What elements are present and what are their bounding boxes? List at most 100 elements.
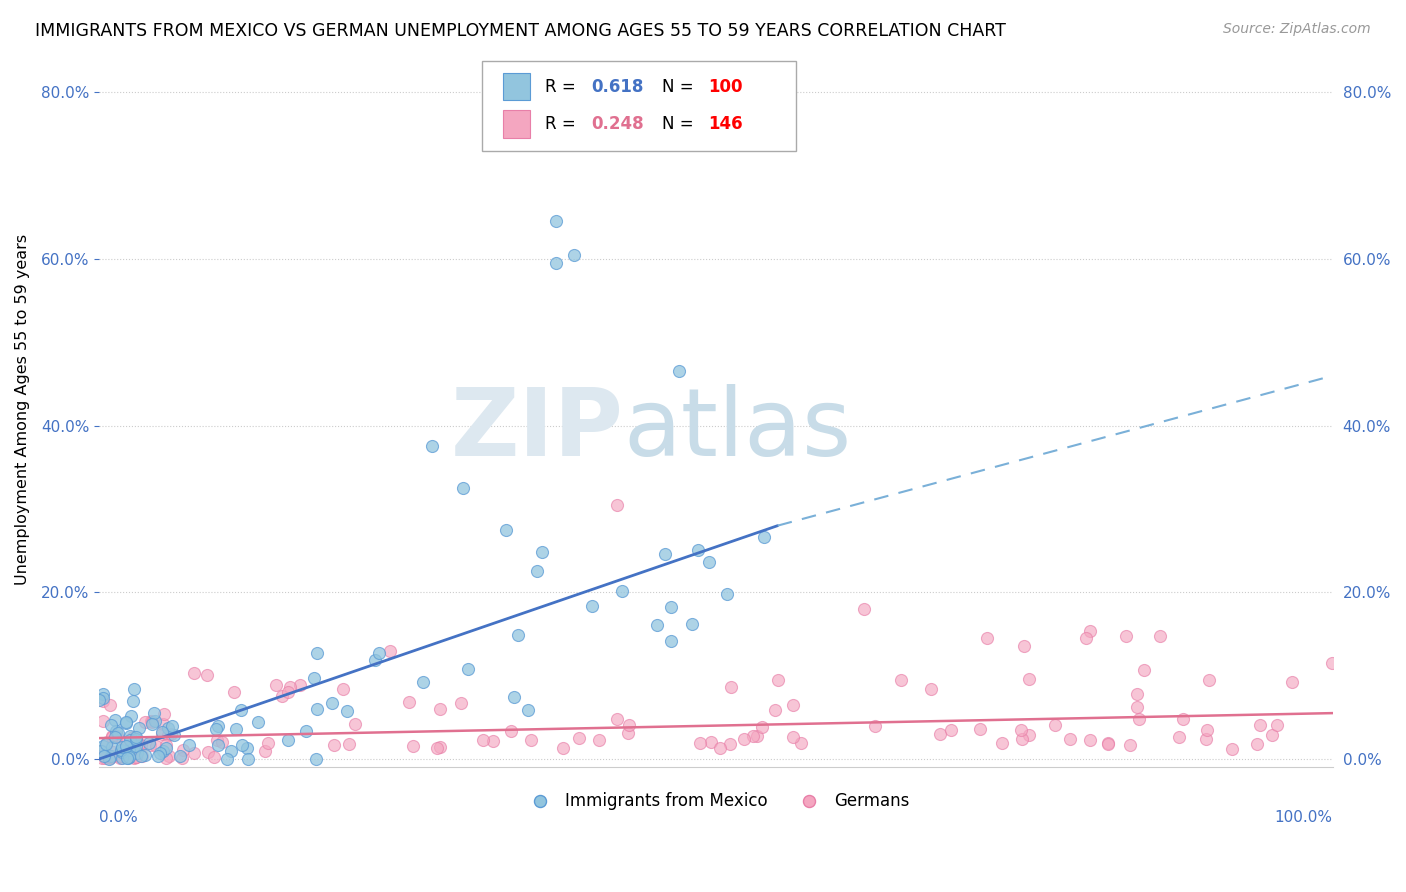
Point [495, 523, 517, 537]
Point [716, 587, 738, 601]
Point [697, 555, 720, 569]
Point [105, 723, 128, 738]
Point [745, 729, 768, 743]
Point [138, 736, 160, 750]
Point [98, 751, 121, 765]
Point [207, 719, 229, 733]
Point [751, 720, 773, 734]
Point [332, 681, 354, 696]
Point [763, 703, 786, 717]
Point [163, 728, 186, 742]
Point [117, 751, 139, 765]
Point [142, 706, 165, 721]
Text: IMMIGRANTS FROM MEXICO VS GERMAN UNEMPLOYMENT AMONG AGES 55 TO 59 YEARS CORRELAT: IMMIGRANTS FROM MEXICO VS GERMAN UNEMPLO… [35, 22, 1007, 40]
Point [688, 543, 710, 558]
Point [145, 714, 167, 728]
Point [681, 616, 703, 631]
Point [305, 752, 328, 766]
Point [645, 617, 668, 632]
Point [118, 743, 141, 757]
Point [457, 662, 479, 676]
Point [659, 633, 682, 648]
Point [101, 739, 124, 754]
Point [264, 678, 287, 692]
Point [104, 730, 127, 744]
Point [129, 738, 152, 752]
Point [302, 671, 325, 685]
Point [111, 744, 134, 758]
Point [277, 733, 299, 747]
Point [654, 548, 676, 562]
Point [482, 734, 505, 748]
Point [939, 723, 962, 738]
Point [94, 751, 117, 765]
Point [170, 751, 193, 765]
Point [101, 745, 124, 759]
Point [100, 748, 122, 763]
Point [120, 729, 142, 743]
Point [322, 738, 344, 752]
Point [128, 737, 150, 751]
Point [426, 741, 449, 756]
Point [606, 713, 628, 727]
Point [205, 733, 228, 747]
Point [920, 681, 942, 696]
Point [205, 722, 228, 736]
Point [183, 665, 205, 680]
Point [125, 730, 148, 744]
Point [1197, 723, 1219, 737]
Point [93, 714, 115, 728]
Point [863, 719, 886, 733]
Text: R =: R = [544, 78, 581, 96]
Text: N =: N = [662, 78, 699, 96]
Point [139, 714, 162, 729]
FancyBboxPatch shape [503, 73, 530, 101]
Point [91, 739, 114, 753]
Point [115, 739, 138, 753]
Point [121, 693, 143, 707]
Point [890, 673, 912, 687]
Point [526, 565, 548, 579]
Point [108, 751, 131, 765]
Point [90, 744, 112, 758]
Point [271, 689, 294, 703]
Point [551, 740, 574, 755]
Point [156, 721, 179, 735]
Point [91, 687, 114, 701]
Point [257, 735, 280, 749]
Point [277, 685, 299, 699]
Point [278, 680, 301, 694]
Point [1320, 657, 1343, 671]
Point [125, 750, 148, 764]
Point [100, 718, 122, 732]
Point [122, 682, 145, 697]
Point [108, 749, 131, 764]
Point [790, 736, 813, 750]
Point [121, 730, 143, 744]
Point [211, 735, 233, 749]
Point [127, 739, 149, 753]
Point [110, 746, 132, 760]
Point [111, 745, 134, 759]
Point [91, 694, 114, 708]
Text: 100.0%: 100.0% [1275, 810, 1333, 825]
Point [93, 749, 115, 764]
Text: 0.0%: 0.0% [100, 810, 138, 825]
Legend: Immigrants from Mexico, Germans: Immigrants from Mexico, Germans [516, 785, 915, 816]
Point [610, 584, 633, 599]
Point [152, 717, 174, 731]
Point [336, 704, 359, 718]
Point [155, 751, 177, 765]
Point [127, 747, 149, 761]
Point [111, 749, 134, 764]
Point [231, 703, 253, 717]
Point [149, 747, 172, 761]
Point [741, 729, 763, 743]
Point [110, 743, 132, 757]
Point [516, 703, 538, 717]
Point [339, 738, 361, 752]
Point [402, 739, 425, 753]
Point [98, 752, 121, 766]
Point [122, 739, 145, 753]
Point [129, 748, 152, 763]
